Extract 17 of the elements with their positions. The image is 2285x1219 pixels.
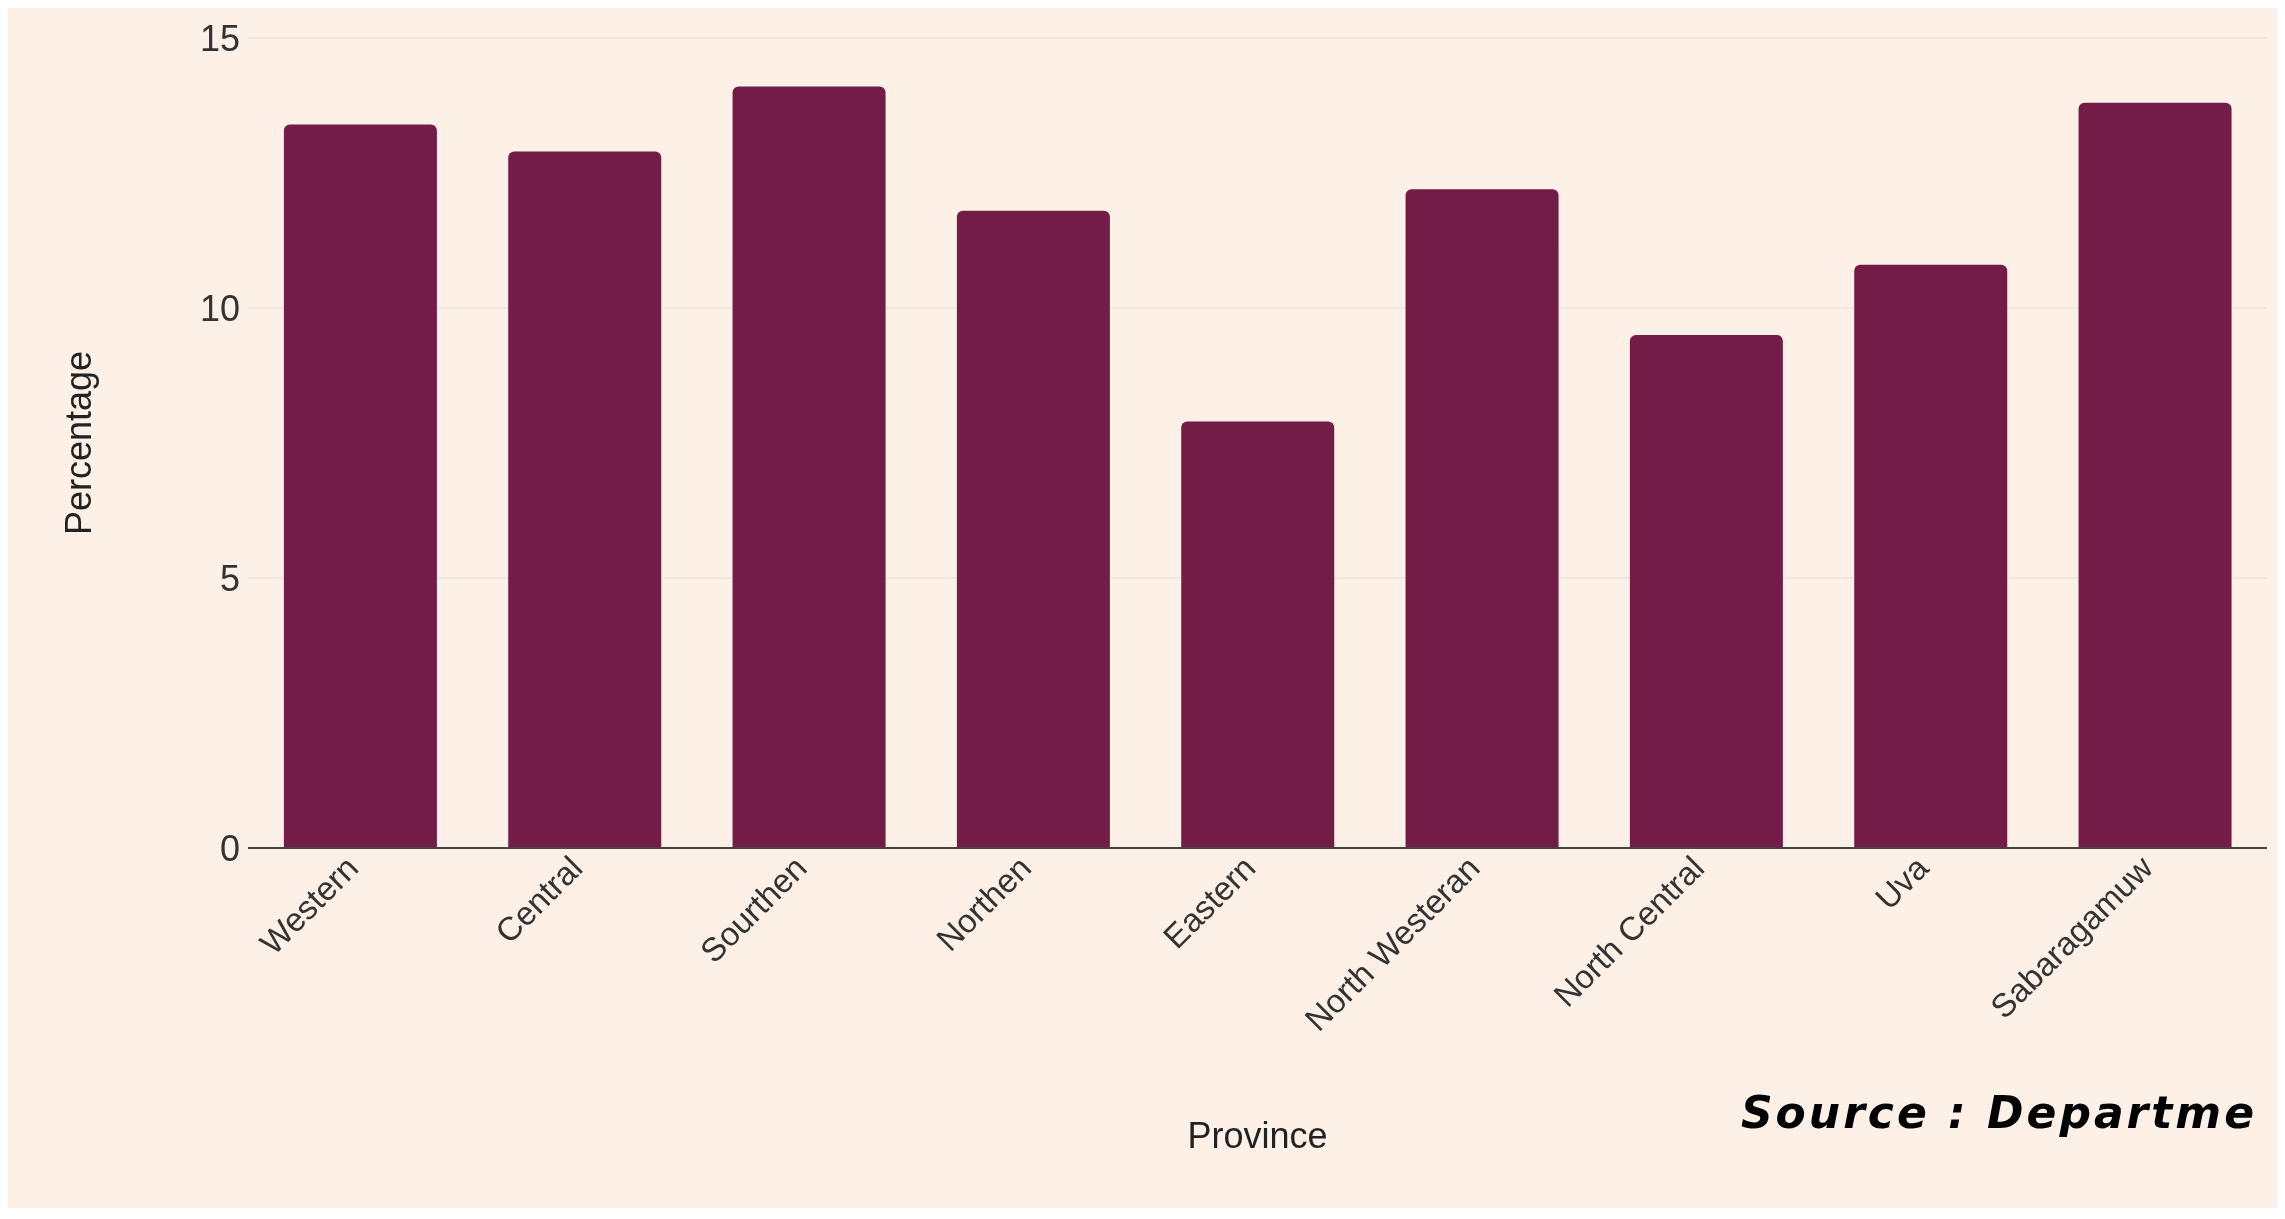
y-axis-title: Percentage bbox=[57, 350, 99, 536]
bar bbox=[956, 210, 1110, 848]
y-tick-label: 15 bbox=[199, 17, 240, 59]
bar bbox=[508, 151, 662, 848]
bar bbox=[1854, 264, 2008, 848]
x-tick-label: Uva bbox=[1867, 848, 1936, 917]
y-tick-label: 10 bbox=[199, 287, 240, 329]
y-tick-label: 0 bbox=[219, 827, 240, 869]
y-tick-label: 5 bbox=[219, 557, 240, 599]
bar bbox=[283, 124, 437, 848]
bar bbox=[1405, 189, 1559, 848]
bar bbox=[1181, 421, 1335, 848]
x-axis-title: Province bbox=[1187, 1115, 1328, 1156]
bar bbox=[1629, 335, 1783, 848]
source-note: Source : Departme bbox=[1740, 1087, 2257, 1138]
bar bbox=[732, 86, 886, 848]
bar bbox=[2078, 102, 2232, 848]
